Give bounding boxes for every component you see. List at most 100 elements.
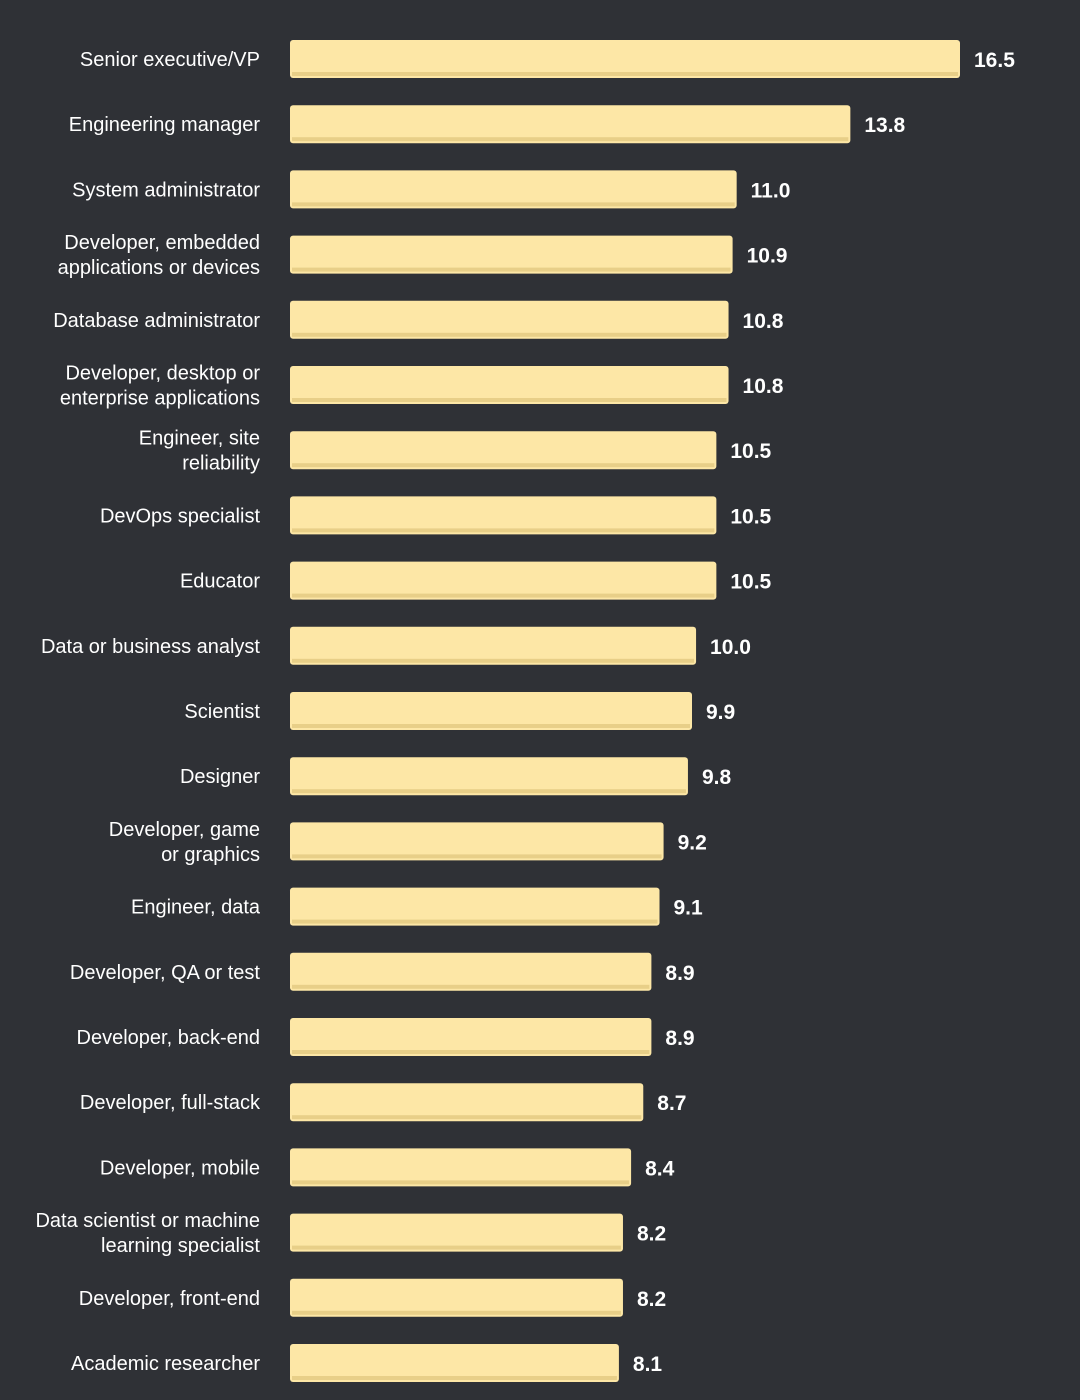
bar-shade (292, 1245, 621, 1250)
category-label: Engineer, site reliability (139, 428, 260, 475)
bar (290, 170, 737, 209)
value-label: 10.9 (747, 245, 788, 268)
category-label: Scientist (184, 701, 260, 723)
bar-shade (292, 398, 727, 402)
value-label: 10.5 (730, 440, 771, 463)
category-label: Data scientist or machine learning specia… (35, 1210, 260, 1257)
bar-shade (292, 789, 686, 794)
bar-shade (292, 528, 715, 533)
bar-row: Engineering manager 13.8 (69, 105, 906, 144)
category-label: Developer, mobile (100, 1157, 260, 1179)
bar (290, 822, 664, 861)
bar-row: Educator 10.5 (180, 561, 772, 600)
value-label: 13.8 (864, 114, 905, 137)
bar (290, 1083, 644, 1122)
bar-row: Developer, back-end 8.9 (77, 1018, 695, 1056)
category-label: Academic researcher (71, 1353, 260, 1375)
category-label: DevOps specialist (100, 505, 261, 527)
bar-row: Engineer, data 9.1 (131, 887, 704, 926)
bar (290, 1148, 632, 1187)
category-label: Database administrator (53, 310, 260, 332)
bar-shade (292, 984, 650, 989)
value-label: 10.8 (743, 310, 784, 333)
bar-row: Engineer, site reliability 10.5 (139, 428, 772, 475)
bar (290, 692, 692, 730)
category-label: System administrator (72, 179, 260, 201)
value-label: 8.2 (637, 1223, 666, 1246)
bar-shade (292, 593, 715, 598)
category-label: Designer (180, 766, 260, 788)
category-label: Engineering manager (69, 114, 261, 136)
bar-row: Developer, QA or test 8.9 (70, 952, 695, 991)
bar-shade (292, 463, 715, 468)
bar (290, 366, 729, 404)
category-label: Developer, back-end (77, 1027, 260, 1049)
bar-shade (292, 1376, 617, 1380)
category-label: Data or business analyst (41, 636, 260, 658)
bar-shade (292, 202, 735, 207)
bar (290, 1278, 623, 1317)
category-label: Educator (180, 571, 260, 593)
category-label: Developer, QA or test (70, 962, 261, 984)
bar (290, 496, 717, 535)
bar (290, 626, 697, 665)
value-label: 16.5 (974, 49, 1015, 72)
value-label: 10.5 (730, 571, 771, 594)
value-label: 10.8 (743, 375, 784, 398)
category-label: Engineer, data (131, 897, 261, 919)
category-label: Developer, desktop or enterprise applicat… (60, 363, 260, 410)
bar-shade (292, 724, 690, 728)
value-label: 10.5 (730, 505, 771, 528)
bar-shade (292, 919, 658, 924)
value-label: 11.0 (751, 179, 791, 202)
value-label: 9.1 (674, 897, 704, 920)
bar-shade (292, 1115, 642, 1120)
chart-rows: Senior executive/VP 16.5 Engineering manag… (35, 40, 1015, 1382)
value-label: 10.0 (710, 636, 751, 659)
bar (290, 757, 688, 796)
category-label: Developer, full-stack (80, 1092, 261, 1114)
bar-row: Developer, full-stack 8.7 (80, 1083, 686, 1122)
bar-shade (292, 267, 731, 272)
bar-shade (292, 1050, 650, 1054)
bar-row: Developer, desktop or enterprise applicat… (60, 363, 784, 410)
bar-row: Database administrator 10.8 (53, 300, 784, 339)
value-label: 8.1 (633, 1353, 663, 1376)
bar-shade (292, 137, 849, 142)
bar-shade (292, 854, 662, 859)
category-label: Developer, embedded applications or devic… (58, 232, 260, 279)
bar (290, 952, 652, 991)
bar (290, 887, 660, 926)
bar-row: Scientist 9.9 (184, 692, 735, 730)
category-label: Developer, front-end (79, 1288, 260, 1310)
value-label: 9.2 (678, 831, 707, 854)
bar (290, 235, 733, 274)
bar-shade (292, 658, 695, 663)
bar-row: Data or business analyst 10.0 (41, 626, 751, 665)
bar-row: Academic researcher 8.1 (71, 1344, 662, 1382)
bar-row: System administrator 11.0 (72, 170, 791, 209)
bar (290, 1213, 623, 1252)
bar (290, 561, 717, 600)
value-label: 8.7 (657, 1092, 686, 1115)
bar-row: Designer 9.8 (180, 757, 732, 796)
value-label: 8.2 (637, 1288, 666, 1311)
bar-row: Developer, embedded applications or devic… (58, 232, 788, 279)
bar (290, 105, 851, 144)
bar (290, 1018, 652, 1056)
bar (290, 300, 729, 339)
bar-shade (292, 1310, 621, 1315)
value-label: 8.9 (665, 962, 694, 985)
value-label: 8.4 (645, 1157, 675, 1180)
value-label: 9.8 (702, 766, 732, 789)
category-label: Senior executive/VP (80, 49, 260, 71)
bar-row: Developer, front-end 8.2 (79, 1278, 666, 1317)
bar-row: DevOps specialist 10.5 (100, 496, 772, 535)
bar (290, 1344, 619, 1382)
bar (290, 40, 960, 78)
bar-shade (292, 332, 727, 337)
value-label: 8.9 (665, 1027, 694, 1050)
bar-shade (292, 1180, 630, 1185)
bar-shade (292, 72, 958, 76)
